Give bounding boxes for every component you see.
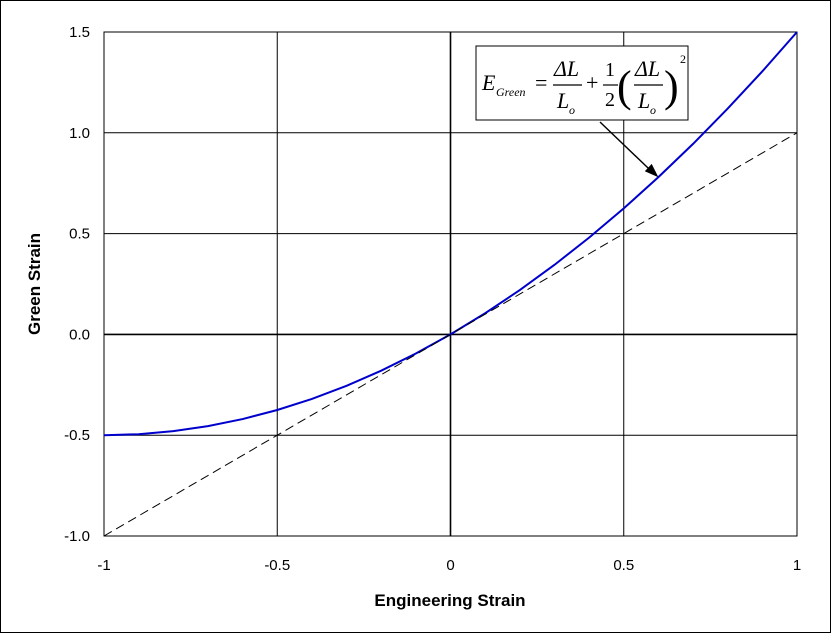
formula-annotation: E Green = ΔL L o + 1 2 ( ΔL L o ) 2 xyxy=(475,45,689,121)
formula-denominator-2: L xyxy=(637,88,650,113)
x-tick-label: 0.5 xyxy=(613,557,634,574)
annotation-arrow xyxy=(599,121,659,178)
formula-lhs-subscript: Green xyxy=(496,85,526,99)
formula-right-paren: ) xyxy=(664,62,679,111)
arrow-shaft xyxy=(599,121,654,174)
formula-one: 1 xyxy=(605,59,615,81)
x-tick-labels: -1 -0.5 0 0.5 1 xyxy=(97,557,801,574)
formula-numerator-1: ΔL xyxy=(553,56,579,81)
formula-equals: = xyxy=(535,70,547,95)
formula-denominator-2-subscript: o xyxy=(650,103,656,117)
x-axis-title: Engineering Strain xyxy=(374,591,525,610)
y-tick-label: 0.5 xyxy=(69,226,90,243)
reference-line-series xyxy=(103,132,798,537)
formula-numerator-2: ΔL xyxy=(634,56,660,81)
x-tick-label: 1 xyxy=(793,557,801,574)
y-tick-label: -1.0 xyxy=(64,528,90,545)
formula-exponent: 2 xyxy=(680,52,686,66)
arrow-head xyxy=(644,163,659,178)
y-tick-label: 0.0 xyxy=(69,326,90,343)
x-tick-label: 0 xyxy=(446,557,454,574)
y-tick-labels: -1.0 -0.5 0.0 0.5 1.0 1.5 xyxy=(64,24,90,545)
formula-box xyxy=(475,45,689,121)
formula-lhs: E xyxy=(481,70,496,95)
formula-two: 2 xyxy=(605,89,615,111)
formula-denominator-1: L xyxy=(556,88,569,113)
y-axis-title: Green Strain xyxy=(25,233,44,335)
x-tick-label: -1 xyxy=(97,557,110,574)
x-tick-label: -0.5 xyxy=(264,557,290,574)
formula-plus: + xyxy=(586,70,598,95)
y-tick-label: 1.0 xyxy=(69,125,90,142)
formula-left-paren: ( xyxy=(617,62,632,111)
y-tick-label: -0.5 xyxy=(64,427,90,444)
formula-denominator-1-subscript: o xyxy=(569,103,575,117)
y-tick-label: 1.5 xyxy=(69,24,90,41)
series-group xyxy=(103,31,798,537)
